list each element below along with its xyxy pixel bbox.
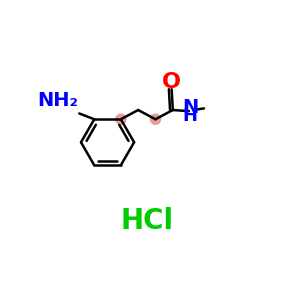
- Circle shape: [150, 114, 161, 124]
- Text: N: N: [182, 98, 198, 117]
- Text: HCl: HCl: [120, 207, 173, 235]
- Text: H: H: [183, 107, 198, 125]
- Text: NH₂: NH₂: [37, 91, 78, 110]
- Text: O: O: [162, 72, 181, 92]
- Circle shape: [116, 114, 126, 124]
